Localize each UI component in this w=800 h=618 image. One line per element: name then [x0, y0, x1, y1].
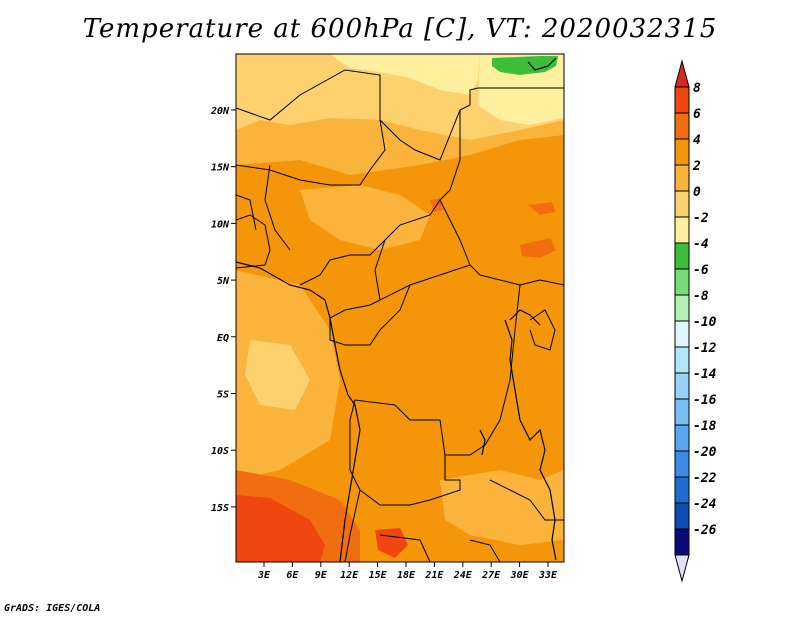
lon-tick-label: 6E: [286, 570, 299, 581]
lat-tick-label: 20N: [210, 106, 230, 117]
colorbar-label: -24: [693, 497, 717, 512]
field-green-patch: [492, 56, 558, 75]
colorbar-label: -2: [693, 211, 709, 226]
colorbar-swatch: [674, 476, 690, 504]
lon-tick-label: 30E: [510, 570, 530, 581]
colorbar-label: -26: [693, 523, 717, 538]
colorbar-label: -16: [693, 393, 717, 408]
lat-tick-label: 10N: [211, 219, 230, 230]
colorbar-label: 0: [693, 185, 701, 200]
colorbar-swatch: [674, 216, 690, 244]
colorbar-label: -10: [693, 315, 717, 330]
lon-tick-label: 27E: [481, 570, 501, 581]
field-east-hot-patch: [520, 238, 556, 258]
colorbar-swatch: [674, 268, 690, 296]
colorbar-top-arrow: [674, 59, 690, 88]
lat-tick-label: 5S: [217, 390, 229, 401]
colorbar-swatch: [674, 450, 690, 478]
field-north-cold: [330, 54, 480, 95]
field-southwest-hottest: [236, 495, 325, 562]
colorbar-swatch: [674, 138, 690, 166]
colorbar-label: -12: [693, 341, 717, 356]
field-warm-band: [236, 135, 564, 562]
coastlines: [236, 57, 557, 562]
lon-tick-label: 12E: [340, 570, 359, 581]
colorbar-swatch: [674, 112, 690, 140]
colorbar-bottom-arrow: [674, 554, 690, 583]
colorbar-label: 4: [693, 133, 701, 148]
grads-credit: GrADS: IGES/COLA: [4, 603, 101, 614]
chart-title: Temperature at 600hPa [C], VT: 202003231…: [82, 14, 718, 44]
colorbar-label: -20: [693, 445, 717, 460]
colorbar-swatch: [674, 346, 690, 374]
colorbar-label: 8: [693, 81, 701, 96]
lat-tick-label: 5N: [217, 276, 230, 287]
field-mid-medium: [300, 185, 430, 250]
map-field: [236, 54, 564, 562]
lat-tick-label: 15N: [211, 163, 230, 174]
colorbar-label: -14: [693, 367, 717, 382]
lon-tick-label: 9E: [315, 570, 328, 581]
colorbar-swatch: [674, 398, 690, 426]
lon-tick-label: 15E: [369, 570, 388, 581]
colorbar-swatch: [674, 502, 690, 530]
colorbar-label: -22: [693, 471, 717, 486]
colorbar-label: -18: [693, 419, 717, 434]
lat-tick-label: 15S: [211, 503, 229, 514]
lon-tick-label: 24E: [453, 570, 473, 581]
lon-tick-label: 33E: [538, 570, 558, 581]
colorbar-label: -6: [693, 263, 709, 278]
colorbar-label: -4: [693, 237, 709, 252]
lon-tick-label: 3E: [257, 570, 271, 581]
country-borders: [236, 69, 564, 562]
colorbar-label: 6: [693, 107, 701, 122]
lon-tick-label: 21E: [424, 570, 444, 581]
latitude-axis: 20N 15N 10N 5N EQ 5S 10S 15S: [210, 106, 236, 514]
lat-tick-label: EQ: [217, 333, 229, 344]
colorbar-swatch: [674, 242, 690, 270]
colorbar-swatch: [674, 424, 690, 452]
longitude-axis: 3E 6E 9E 12E 15E 18E 21E 24E 27E 30E 33E: [257, 562, 558, 581]
colorbar-swatch: [674, 164, 690, 192]
colorbar-swatch: [674, 86, 690, 114]
colorbar: 8 6 4 2 0 -2 -4 -6 -8 -10 -12 -14 -16 -18 -20 -22 -24 -26: [674, 59, 717, 583]
field-southwest-light: [245, 340, 310, 410]
lon-tick-label: 18E: [397, 570, 416, 581]
colorbar-swatch: [674, 190, 690, 218]
colorbar-label: -8: [693, 289, 709, 304]
lat-tick-label: 10S: [211, 446, 229, 457]
colorbar-label: 2: [692, 159, 701, 174]
map-frame: [235, 53, 565, 563]
colorbar-swatch: [674, 294, 690, 322]
field-south-medium: [440, 470, 564, 545]
colorbar-swatch: [674, 372, 690, 400]
field-east-hot-patch-2: [528, 202, 556, 215]
colorbar-swatch: [674, 320, 690, 348]
colorbar-swatch: [674, 528, 690, 556]
